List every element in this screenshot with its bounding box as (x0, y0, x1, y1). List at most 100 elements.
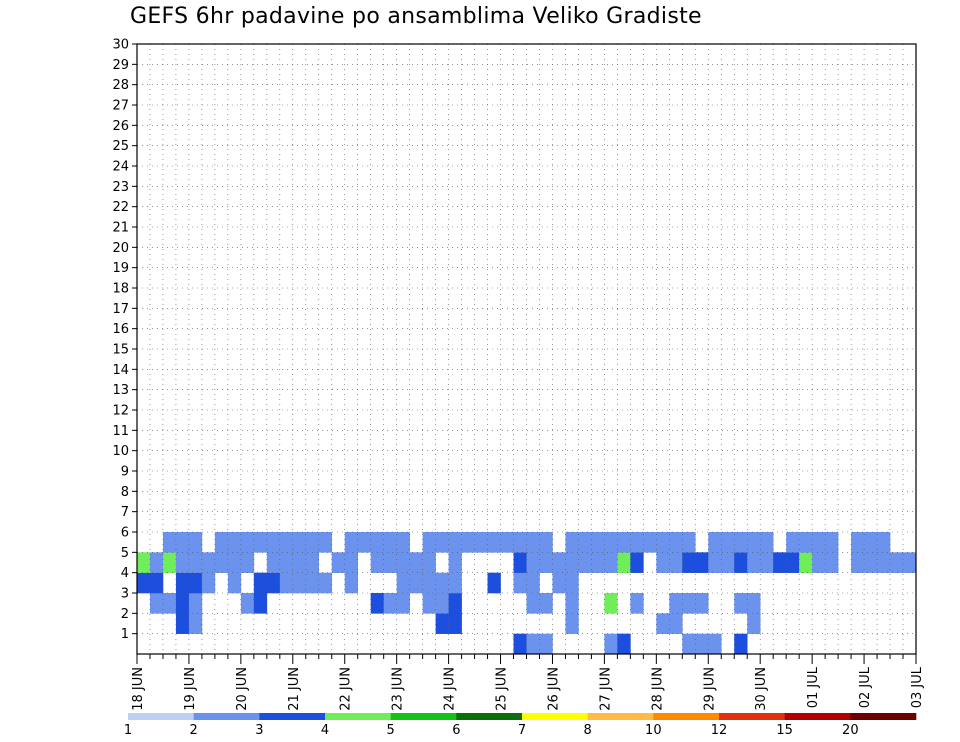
legend-swatch (719, 713, 785, 720)
grid-lines (137, 44, 916, 654)
heatmap-cell (656, 613, 670, 634)
heatmap-cell (292, 572, 307, 594)
heatmap-cell (137, 552, 151, 573)
heatmap-cell (435, 532, 449, 553)
x-tick-label: 22 JUN (339, 667, 354, 711)
heatmap-cell (565, 572, 579, 594)
heatmap-cell (175, 572, 190, 594)
heatmap-cell (617, 552, 631, 573)
heatmap-cell (604, 552, 618, 573)
legend-swatch (259, 713, 326, 720)
heatmap-cell (526, 552, 540, 573)
legend-label: 2 (190, 723, 198, 738)
heatmap-cell (435, 572, 449, 594)
heatmap-cell (864, 532, 878, 553)
y-tick-label: 25 (112, 139, 129, 154)
y-tick-label: 23 (112, 180, 129, 195)
heatmap-cell (669, 532, 683, 553)
heatmap-cell (201, 572, 216, 594)
heatmap-cell (552, 572, 566, 594)
heatmap-cell (565, 552, 579, 573)
heatmap-cell (617, 633, 631, 655)
heatmap-cell (565, 532, 579, 553)
y-tick-label: 5 (121, 546, 129, 561)
heatmap-cell (903, 552, 917, 573)
heatmap-cell (266, 552, 281, 573)
y-tick-label: 3 (121, 587, 129, 602)
heatmap-cell (721, 532, 735, 553)
heatmap-cell (305, 552, 320, 573)
y-tick-label: 4 (121, 566, 129, 581)
heatmap-cell (137, 572, 151, 594)
heatmap-cell (630, 593, 644, 614)
y-tick-label: 16 (112, 322, 129, 337)
heatmap-cell (305, 532, 320, 553)
heatmap-cell (474, 532, 488, 553)
heatmap-cell (695, 593, 709, 614)
heatmap-cell (422, 593, 436, 614)
heatmap-cell (448, 532, 462, 553)
legend-label: 7 (518, 723, 526, 738)
heatmap-cell (383, 593, 397, 614)
heatmap-cell (747, 593, 761, 614)
heatmap-cell (565, 593, 579, 614)
heatmap-cell (279, 572, 294, 594)
x-tick-label: 29 JUN (702, 667, 717, 711)
legend-label: 3 (255, 723, 263, 738)
heatmap-cell (539, 633, 553, 655)
y-tick-label: 15 (112, 343, 129, 358)
heatmap-cell (266, 572, 281, 594)
legend-label: 10 (645, 723, 662, 738)
heatmap-cell (175, 552, 190, 573)
x-tick-label: 28 JUN (650, 667, 665, 711)
heatmap-cell (461, 532, 475, 553)
heatmap-cell (747, 613, 761, 634)
heatmap-cell (383, 532, 397, 553)
heatmap-cell (240, 552, 255, 573)
heatmap-cell (344, 552, 359, 573)
heatmap-cell (526, 532, 540, 553)
y-tick-label: 13 (112, 383, 129, 398)
heatmap-cell (734, 552, 748, 573)
y-tick-label: 24 (112, 160, 129, 175)
legend-label: 6 (452, 723, 460, 738)
heatmap-cell (487, 572, 501, 594)
x-tick-label: 30 JUN (754, 667, 769, 711)
heatmap-cell (227, 552, 242, 573)
heatmap-cell (240, 593, 255, 614)
heatmap-cell (877, 532, 891, 553)
legend-swatch (653, 713, 720, 720)
legend-label: 15 (776, 723, 793, 738)
heatmap-cell (591, 532, 605, 553)
heatmap-cell (747, 532, 761, 553)
heatmap-cell (422, 552, 436, 573)
heatmap-cell (760, 532, 774, 553)
heatmap-cell (344, 572, 359, 594)
legend-swatch (587, 713, 654, 720)
y-tick-label: 28 (112, 78, 129, 93)
heatmap-cell (305, 572, 320, 594)
heatmap-cell (578, 532, 592, 553)
heatmap-cell (890, 552, 904, 573)
heatmap-cell (292, 532, 307, 553)
heatmap-cell (552, 552, 566, 573)
y-tick-label: 17 (112, 302, 129, 317)
heatmap-cell (175, 532, 190, 553)
y-tick-label: 18 (112, 282, 129, 297)
heatmap-cell (149, 572, 164, 594)
y-tick-label: 22 (112, 200, 129, 215)
heatmap-cell (435, 593, 449, 614)
heatmap-cell (669, 552, 683, 573)
heatmap-cell (396, 572, 410, 594)
heatmap-cell (669, 593, 683, 614)
legend-label: 5 (387, 723, 395, 738)
legend-swatch (522, 713, 588, 720)
color-legend: 1 2 3 4 5 6 7 8 10 12 15 20 (124, 713, 917, 738)
legend-swatch (128, 713, 194, 720)
heatmap-cell (812, 532, 826, 553)
heatmap-cell (357, 532, 371, 553)
y-tick-label: 20 (112, 241, 129, 256)
heatmap-cell (175, 593, 190, 614)
heatmap-cell (266, 532, 281, 553)
heatmap-cell (409, 552, 423, 573)
